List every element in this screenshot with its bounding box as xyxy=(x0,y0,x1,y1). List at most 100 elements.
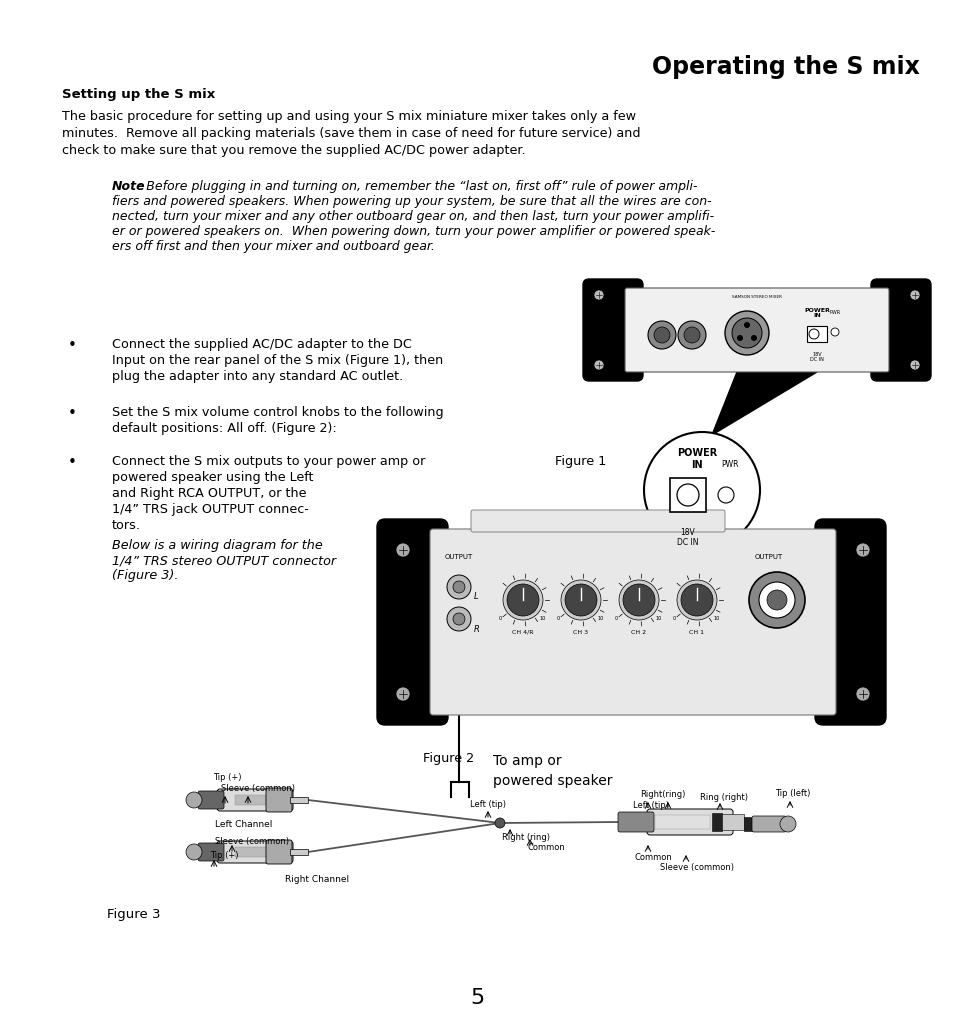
FancyBboxPatch shape xyxy=(376,519,448,725)
Text: Tip (+): Tip (+) xyxy=(213,773,241,782)
FancyBboxPatch shape xyxy=(618,812,654,831)
Circle shape xyxy=(737,335,742,341)
Text: Ring (right): Ring (right) xyxy=(700,793,747,802)
Text: fiers and powered speakers. When powering up your system, be sure that all the w: fiers and powered speakers. When powerin… xyxy=(112,195,711,208)
Text: check to make sure that you remove the supplied AC/DC power adapter.: check to make sure that you remove the s… xyxy=(62,144,525,157)
Text: 0: 0 xyxy=(556,616,559,621)
Bar xyxy=(234,847,270,857)
Text: 10: 10 xyxy=(655,616,661,621)
Text: : Before plugging in and turning on, remember the “last on, first off” rule of p: : Before plugging in and turning on, rem… xyxy=(138,180,697,193)
Text: CH 3: CH 3 xyxy=(573,630,588,635)
Text: 5: 5 xyxy=(470,988,483,1008)
Text: R: R xyxy=(474,625,479,634)
Circle shape xyxy=(654,327,669,343)
Circle shape xyxy=(560,580,600,620)
Text: Operating the S mix: Operating the S mix xyxy=(652,55,919,79)
Text: Right(ring): Right(ring) xyxy=(639,790,684,799)
Circle shape xyxy=(647,321,676,349)
Circle shape xyxy=(759,582,794,618)
Text: Setting up the S mix: Setting up the S mix xyxy=(62,88,215,101)
Bar xyxy=(655,815,709,829)
Bar xyxy=(669,478,705,512)
Bar xyxy=(290,849,308,855)
Circle shape xyxy=(678,321,705,349)
FancyBboxPatch shape xyxy=(216,790,293,811)
Circle shape xyxy=(453,613,464,625)
Text: SAMSON STEREO MIXER: SAMSON STEREO MIXER xyxy=(731,295,781,299)
Text: OUTPUT: OUTPUT xyxy=(444,554,473,560)
Circle shape xyxy=(855,543,869,557)
Text: Common: Common xyxy=(635,853,672,862)
Text: powered speaker using the Left: powered speaker using the Left xyxy=(112,471,314,484)
Circle shape xyxy=(743,322,749,328)
Text: Set the S mix volume control knobs to the following: Set the S mix volume control knobs to th… xyxy=(112,406,443,419)
Circle shape xyxy=(830,328,838,336)
Circle shape xyxy=(909,360,919,370)
Text: 0: 0 xyxy=(672,616,675,621)
Text: Connect the supplied AC/DC adapter to the DC: Connect the supplied AC/DC adapter to th… xyxy=(112,338,412,351)
Circle shape xyxy=(731,318,761,348)
Circle shape xyxy=(453,581,464,593)
Text: 0: 0 xyxy=(497,616,501,621)
Text: CH 4/R: CH 4/R xyxy=(512,630,533,635)
Circle shape xyxy=(447,575,471,599)
Text: Figure 1: Figure 1 xyxy=(555,455,605,468)
Bar xyxy=(743,817,753,831)
Circle shape xyxy=(447,607,471,631)
Text: •: • xyxy=(68,455,77,470)
Text: Tip (+): Tip (+) xyxy=(210,851,238,860)
Text: Common: Common xyxy=(527,843,565,852)
Circle shape xyxy=(677,580,717,620)
Text: OUTPUT: OUTPUT xyxy=(754,554,782,560)
Text: 18V
DC IN: 18V DC IN xyxy=(809,352,823,362)
Circle shape xyxy=(186,792,202,808)
Text: Figure 3: Figure 3 xyxy=(107,908,160,921)
Text: PWR: PWR xyxy=(828,310,840,315)
Bar xyxy=(711,813,721,831)
Text: PWR: PWR xyxy=(720,460,738,469)
Text: Right (ring): Right (ring) xyxy=(501,833,550,842)
Circle shape xyxy=(724,311,768,355)
Circle shape xyxy=(780,816,795,831)
Circle shape xyxy=(680,584,712,616)
Text: 10: 10 xyxy=(713,616,720,621)
Text: To amp or: To amp or xyxy=(493,754,561,768)
Circle shape xyxy=(855,687,869,701)
FancyBboxPatch shape xyxy=(471,510,724,532)
Circle shape xyxy=(594,360,603,370)
Circle shape xyxy=(766,590,786,610)
Text: minutes.  Remove all packing materials (save them in case of need for future ser: minutes. Remove all packing materials (s… xyxy=(62,127,639,140)
Bar xyxy=(806,326,826,342)
Circle shape xyxy=(506,584,538,616)
Text: er or powered speakers on.  When powering down, turn your power amplifier or pow: er or powered speakers on. When powering… xyxy=(112,225,715,238)
Circle shape xyxy=(808,329,818,339)
FancyBboxPatch shape xyxy=(198,791,224,809)
Text: Figure 2: Figure 2 xyxy=(422,752,474,765)
Circle shape xyxy=(395,543,410,557)
Text: 1/4” TRS stereo OUTPUT connector: 1/4” TRS stereo OUTPUT connector xyxy=(112,554,335,567)
Circle shape xyxy=(618,580,659,620)
Text: Tip (left): Tip (left) xyxy=(774,790,809,798)
Bar xyxy=(290,797,308,803)
Text: and Right RCA OUTPUT, or the: and Right RCA OUTPUT, or the xyxy=(112,487,306,500)
Text: POWER
IN: POWER IN xyxy=(803,308,829,318)
Circle shape xyxy=(564,584,597,616)
Text: tors.: tors. xyxy=(112,519,141,532)
FancyBboxPatch shape xyxy=(814,519,885,725)
Circle shape xyxy=(643,432,760,548)
Text: •: • xyxy=(68,406,77,421)
Text: Connect the S mix outputs to your power amp or: Connect the S mix outputs to your power … xyxy=(112,455,425,468)
Text: POWER
IN: POWER IN xyxy=(677,449,717,470)
Text: 0: 0 xyxy=(614,616,617,621)
Text: Left (tip): Left (tip) xyxy=(633,801,668,810)
Text: Right Channel: Right Channel xyxy=(285,874,349,884)
Text: Left Channel: Left Channel xyxy=(214,820,273,829)
Circle shape xyxy=(748,572,804,628)
Text: plug the adapter into any standard AC outlet.: plug the adapter into any standard AC ou… xyxy=(112,370,403,383)
Text: default positions: All off. (Figure 2):: default positions: All off. (Figure 2): xyxy=(112,422,336,435)
Text: Sleeve (common): Sleeve (common) xyxy=(221,784,294,793)
Text: 10: 10 xyxy=(539,616,545,621)
FancyBboxPatch shape xyxy=(266,840,292,864)
Text: Below is a wiring diagram for the: Below is a wiring diagram for the xyxy=(112,539,322,552)
Text: 10: 10 xyxy=(598,616,603,621)
